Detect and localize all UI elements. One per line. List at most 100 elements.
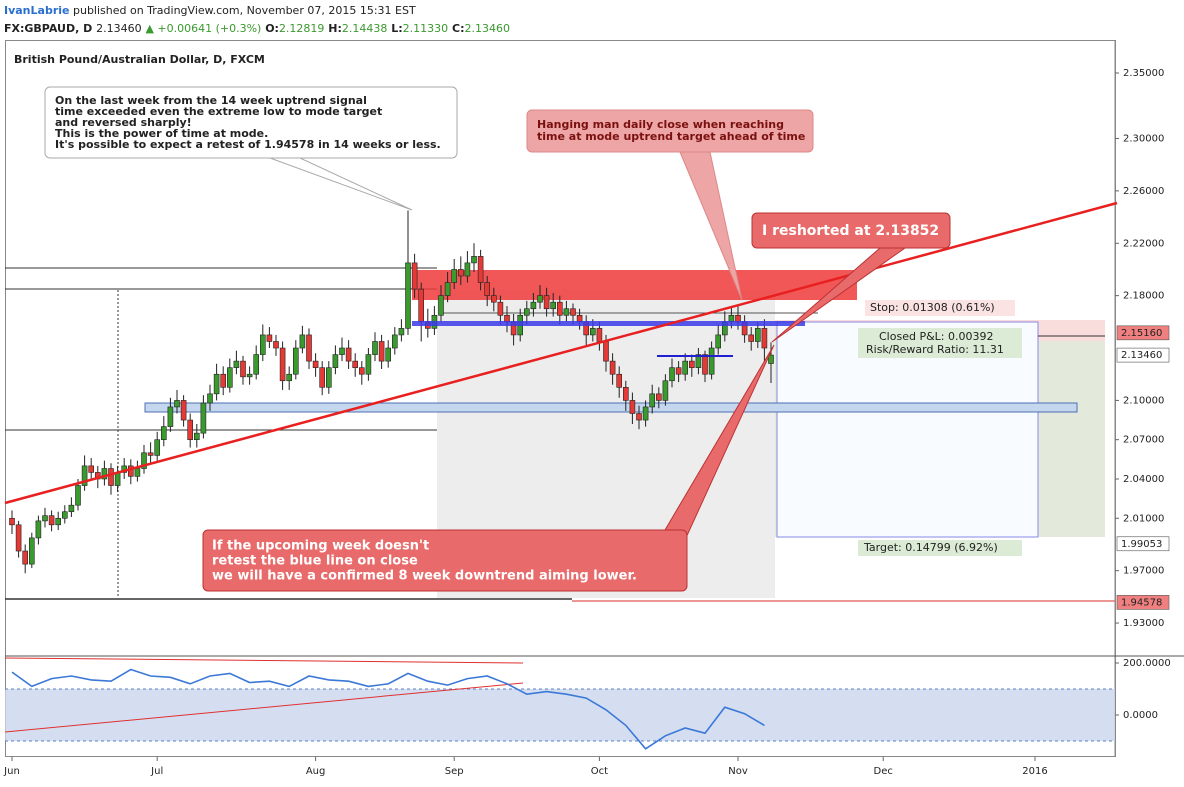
x-tick-label: Nov bbox=[728, 766, 748, 777]
candle-body bbox=[193, 432, 200, 440]
candle-body bbox=[649, 393, 656, 408]
note-line: time at mode uptrend target ahead of tim… bbox=[537, 130, 805, 143]
candle-body bbox=[372, 341, 378, 355]
x-tick-label: Jun bbox=[3, 766, 20, 777]
candle-body bbox=[286, 373, 292, 382]
candle-body bbox=[220, 373, 226, 388]
candle-body bbox=[537, 295, 543, 303]
candle-body bbox=[365, 354, 372, 375]
x-tick-label: Sep bbox=[445, 766, 464, 777]
note-line: and reversed sharply! bbox=[55, 116, 192, 129]
ohlc-key: C: bbox=[452, 22, 464, 35]
callout bbox=[526, 109, 814, 153]
x-tick-label: Oct bbox=[591, 766, 608, 777]
candle-body bbox=[530, 301, 537, 310]
candle-body bbox=[207, 393, 213, 404]
candle-body bbox=[180, 400, 187, 421]
indicator-trend bbox=[4, 657, 524, 664]
ohlc-value: 2.12819 bbox=[279, 22, 325, 35]
candle-body bbox=[735, 314, 741, 323]
note-line: time exceeded even the extreme low to mo… bbox=[55, 105, 382, 118]
candle-body bbox=[35, 520, 42, 539]
candle-body bbox=[108, 468, 114, 486]
candle-body bbox=[590, 328, 596, 336]
x-tick-label: Dec bbox=[874, 766, 893, 777]
price-label-box bbox=[1116, 595, 1170, 610]
candle-body bbox=[524, 308, 530, 316]
price-label-box bbox=[1116, 347, 1170, 363]
candle-body bbox=[471, 256, 477, 264]
label-box bbox=[865, 300, 1015, 316]
y-tick-label: 2.35000 bbox=[1123, 68, 1164, 79]
price-label: 1.94578 bbox=[1121, 597, 1162, 608]
candle-body bbox=[88, 465, 94, 473]
candle-body bbox=[662, 380, 669, 401]
note-line: It's possible to expect a retest of 1.94… bbox=[55, 138, 441, 151]
candle-body bbox=[656, 393, 662, 401]
candle-body bbox=[200, 402, 207, 434]
price-label-box bbox=[1116, 325, 1170, 341]
candle-body bbox=[9, 517, 15, 526]
price-label: 2.15160 bbox=[1121, 328, 1162, 339]
publisher: IvanLabrie bbox=[4, 4, 69, 17]
change: ▲ +0.00641 (+0.3%) bbox=[145, 22, 261, 35]
pnl-label: Closed P&L: 0.00392 bbox=[879, 330, 993, 343]
y-tick-label: 2.30000 bbox=[1123, 133, 1164, 144]
candle-body bbox=[378, 341, 385, 362]
support-zone bbox=[144, 402, 1078, 413]
symbol: FX:GBPAUD, D bbox=[4, 22, 92, 35]
note-line: If the upcoming week doesn't bbox=[212, 539, 429, 554]
candle-body bbox=[101, 468, 108, 480]
note-line: retest the blue line on close bbox=[212, 554, 418, 569]
indicator-line bbox=[11, 668, 765, 750]
candle-body bbox=[570, 308, 576, 316]
candle-body bbox=[28, 537, 35, 565]
candle-body bbox=[702, 354, 708, 375]
callout bbox=[202, 529, 688, 592]
quote-line: FX:GBPAUD, D 2.13460 ▲ +0.00641 (+0.3%) … bbox=[4, 22, 510, 35]
candle-body bbox=[464, 262, 471, 277]
y-tick-label: 2.26000 bbox=[1123, 186, 1164, 197]
candle-body bbox=[768, 354, 774, 364]
candle-body bbox=[728, 314, 735, 323]
ohlc-key: L: bbox=[391, 22, 402, 35]
last: 2.13460 bbox=[96, 22, 142, 35]
candle-body bbox=[15, 524, 22, 552]
y-tick-label: 2.01000 bbox=[1123, 513, 1164, 524]
price-label: 1.99053 bbox=[1121, 539, 1162, 550]
note-line: Hanging man daily close when reaching bbox=[537, 118, 784, 131]
candle-body bbox=[279, 347, 286, 382]
candle-body bbox=[42, 515, 48, 522]
candle-body bbox=[669, 367, 675, 382]
candles bbox=[9, 210, 774, 574]
candle-body bbox=[319, 367, 325, 388]
candle-body bbox=[405, 262, 411, 329]
candle-body bbox=[642, 406, 649, 421]
note-line: we will have a confirmed 8 week downtren… bbox=[212, 569, 637, 584]
candle-body bbox=[339, 347, 345, 355]
candle-body bbox=[596, 328, 603, 342]
candle-body bbox=[497, 301, 504, 316]
candle-body bbox=[226, 367, 233, 388]
candle-body bbox=[484, 282, 491, 296]
candle-body bbox=[695, 354, 702, 368]
ohlc-key: O: bbox=[265, 22, 279, 35]
candle-body bbox=[167, 406, 174, 427]
candle-body bbox=[160, 426, 167, 440]
candle-body bbox=[187, 419, 193, 440]
note-line: I reshorted at 2.13852 bbox=[762, 223, 939, 239]
indicator-band bbox=[5, 689, 1115, 742]
candle-body bbox=[312, 360, 319, 368]
chart-title: British Pound/Australian Dollar, D, FXCM bbox=[14, 53, 265, 66]
candle-body bbox=[398, 328, 405, 336]
y-tick-label: 2.18000 bbox=[1123, 291, 1164, 302]
candle-body bbox=[141, 452, 147, 469]
candle-body bbox=[352, 360, 358, 368]
candle-body bbox=[392, 334, 398, 349]
candle-body bbox=[675, 367, 682, 375]
candle-body bbox=[444, 282, 451, 296]
candle-body bbox=[557, 301, 563, 316]
candle-body bbox=[755, 328, 761, 342]
candle-body bbox=[616, 373, 623, 388]
label-box bbox=[858, 540, 1022, 556]
